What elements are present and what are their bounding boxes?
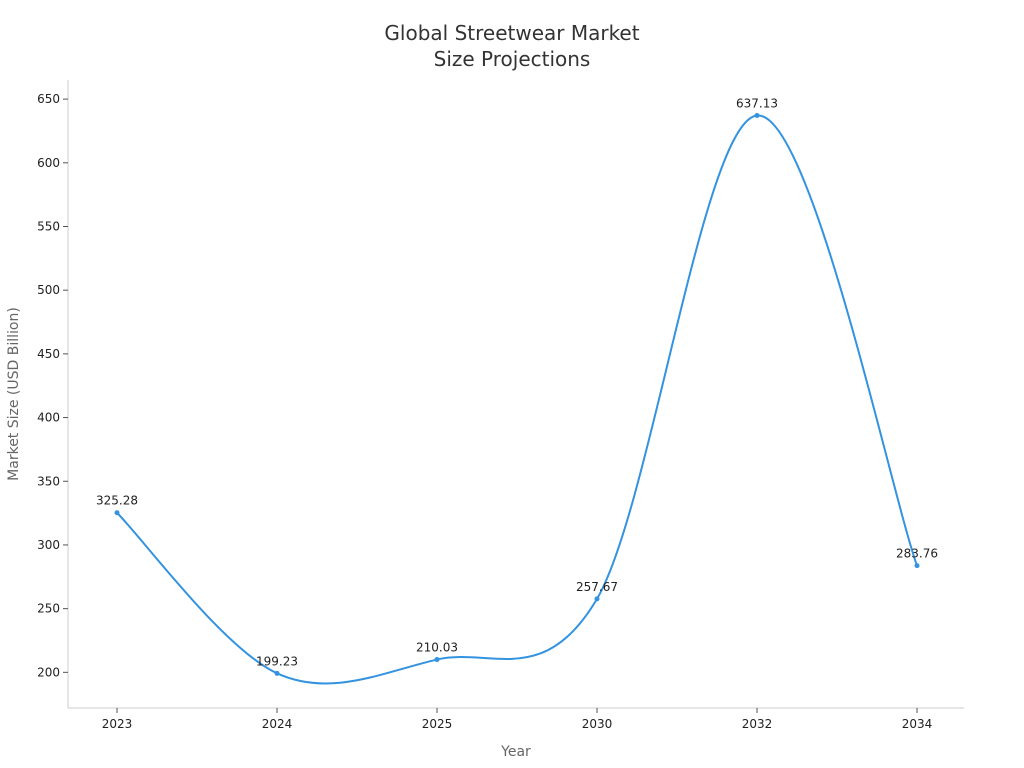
x-tick-label: 2034: [902, 717, 933, 731]
y-tick-label: 600: [37, 156, 60, 170]
y-axis-ticks: 200 250 300 350 400 450 500 550 600 650: [37, 92, 68, 679]
data-point: [914, 563, 920, 569]
x-tick-label: 2025: [422, 717, 453, 731]
x-tick-label: 2030: [582, 717, 613, 731]
y-tick-label: 550: [37, 219, 60, 233]
y-tick-label: 350: [37, 474, 60, 488]
data-point: [274, 670, 280, 676]
data-point: [754, 113, 760, 119]
y-tick-label: 300: [37, 538, 60, 552]
x-axis-label: Year: [500, 744, 531, 760]
y-tick-label: 250: [37, 602, 60, 616]
data-label: 210.03: [416, 641, 458, 655]
series-line: [116, 114, 918, 685]
y-tick-label: 650: [37, 92, 60, 106]
data-label: 325.28: [96, 494, 138, 508]
data-point: [594, 596, 600, 602]
y-tick-label: 500: [37, 283, 60, 297]
data-label: 199.23: [256, 654, 298, 668]
data-point: [114, 510, 120, 516]
data-point: [434, 657, 440, 663]
x-tick-label: 2023: [102, 717, 133, 731]
x-tick-label: 2032: [742, 717, 773, 731]
data-label: 283.76: [896, 547, 938, 561]
chart-title-line-2: Size Projections: [434, 47, 591, 71]
chart-title-line-1: Global Streetwear Market: [384, 21, 639, 45]
y-tick-label: 450: [37, 347, 60, 361]
y-tick-label: 400: [37, 411, 60, 425]
x-tick-label: 2024: [262, 717, 293, 731]
y-axis-label: Market Size (USD Billion): [6, 307, 22, 481]
y-tick-label: 200: [37, 665, 60, 679]
data-label: 637.13: [736, 97, 778, 111]
x-axis-ticks: 2023 2024 2025 2030 2032 2034: [102, 708, 933, 731]
data-label: 257.67: [576, 580, 618, 594]
series-layer: 325.28 199.23 210.03 257.67 637.13 283.76: [96, 97, 938, 685]
